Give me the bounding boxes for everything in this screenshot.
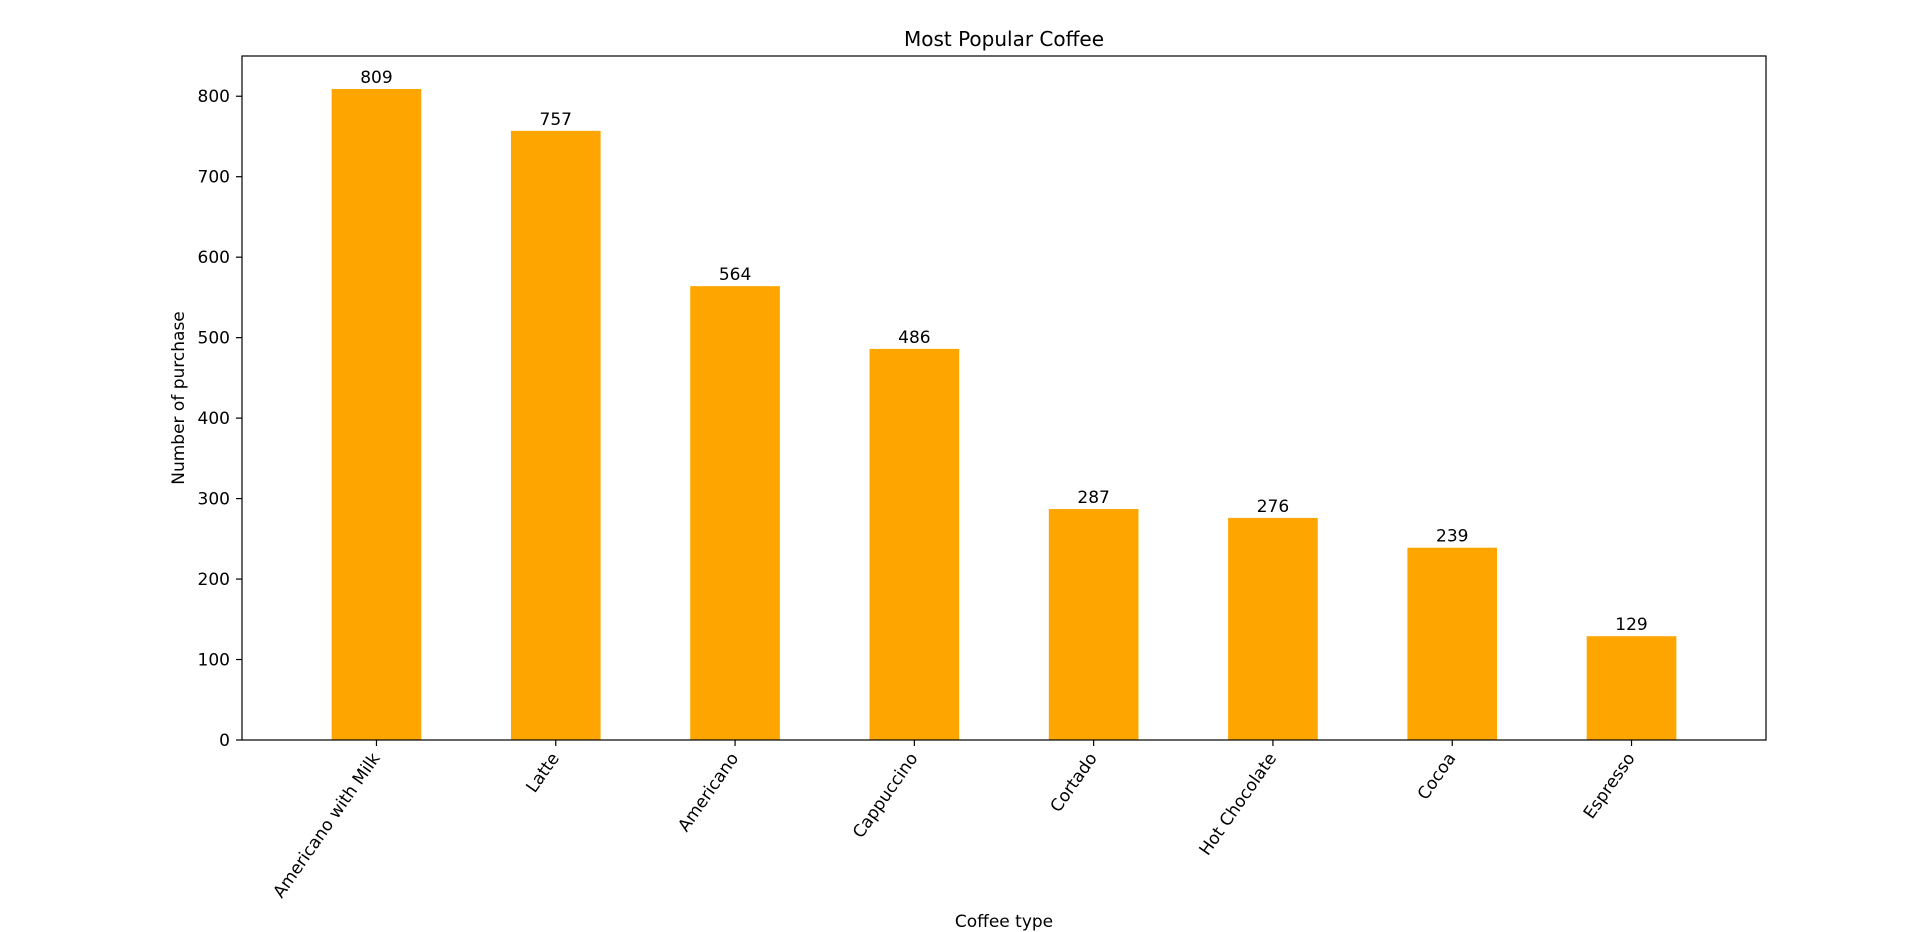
y-tick-label: 0 — [219, 731, 230, 751]
y-tick-label: 400 — [198, 409, 230, 429]
data-label: 757 — [540, 110, 572, 130]
y-tick-label: 100 — [198, 651, 230, 671]
bar — [1586, 636, 1677, 740]
data-label: 239 — [1436, 527, 1468, 547]
bar — [1407, 547, 1498, 740]
data-label: 129 — [1615, 615, 1647, 635]
y-tick-label: 200 — [198, 570, 230, 590]
y-tick-label: 600 — [198, 248, 230, 268]
y-tick-label: 300 — [198, 490, 230, 510]
y-tick-label: 700 — [198, 168, 230, 188]
data-label: 564 — [719, 265, 751, 285]
bar — [869, 348, 960, 740]
data-label: 486 — [898, 328, 930, 348]
y-tick-label: 800 — [198, 87, 230, 107]
data-label: 287 — [1077, 488, 1109, 508]
data-label: 809 — [360, 68, 392, 88]
bar — [1048, 509, 1139, 740]
bar — [331, 88, 422, 741]
x-axis-label: Coffee type — [955, 912, 1053, 932]
y-tick-label: 500 — [198, 329, 230, 349]
bar — [1228, 517, 1318, 740]
data-label: 276 — [1257, 497, 1289, 517]
y-axis-label: Number of purchase — [169, 311, 189, 485]
plot-frame — [241, 55, 1767, 741]
bar — [690, 286, 780, 740]
bar — [510, 130, 601, 740]
y-axis: 0 100 200 300 400 500 600 700 800 — [198, 87, 242, 751]
bars-layer — [331, 88, 1677, 741]
chart-title: Most Popular Coffee — [904, 27, 1104, 51]
data-labels-layer: 809 757 564 486 287 276 239 129 — [360, 68, 1648, 635]
